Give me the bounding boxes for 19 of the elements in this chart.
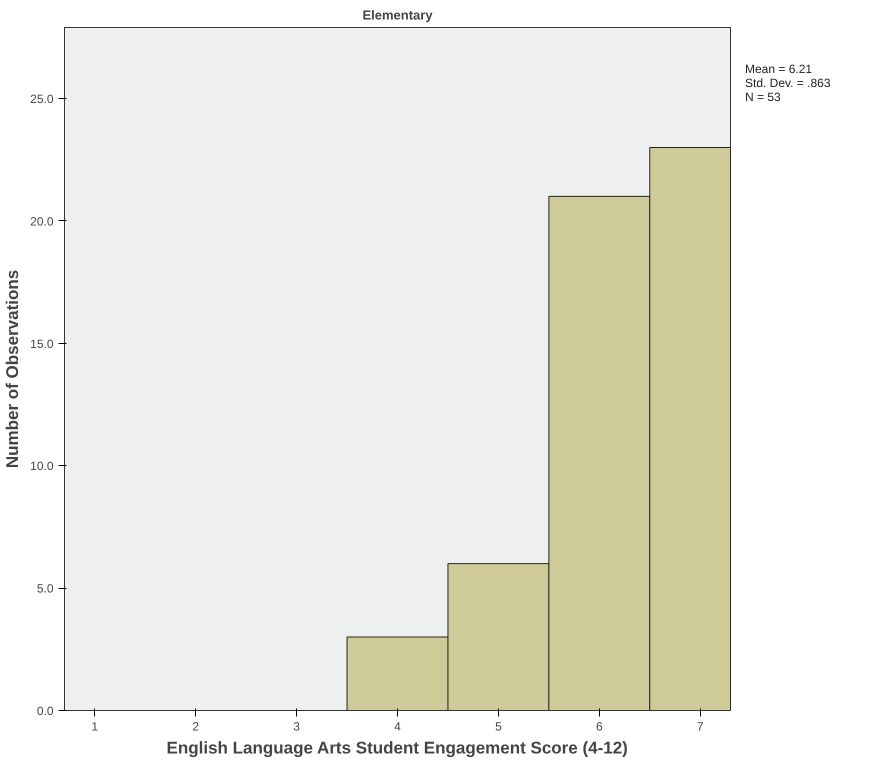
text: Mean = 6.21	[745, 62, 812, 76]
text: Std. Dev. = .863	[745, 76, 830, 90]
y-tick-label: 15.0	[30, 336, 54, 351]
x-axis-title: English Language Arts Student Engagement Score (4-12)	[166, 738, 628, 758]
y-tick-label: 25.0	[30, 92, 54, 106]
x-tick-label: 3	[293, 720, 300, 734]
y-tick-label: 0.0	[36, 704, 54, 718]
x-tick-label: 1	[91, 720, 98, 734]
chart-title: Elementary	[362, 8, 434, 22]
x-tick-label: 2	[192, 720, 200, 734]
x-tick-label: 6	[596, 720, 603, 734]
y-tick-label: 20.0	[30, 214, 54, 228]
x-tick-label: 5	[495, 720, 502, 734]
y-axis-title: Number of Observations	[3, 270, 22, 468]
text: N = 53	[745, 90, 781, 104]
y-tick-label: 10.0	[30, 459, 54, 474]
y-tick-label: 5.0	[36, 582, 54, 596]
x-tick-label: 4	[394, 720, 402, 734]
x-tick-label: 7	[696, 720, 704, 734]
